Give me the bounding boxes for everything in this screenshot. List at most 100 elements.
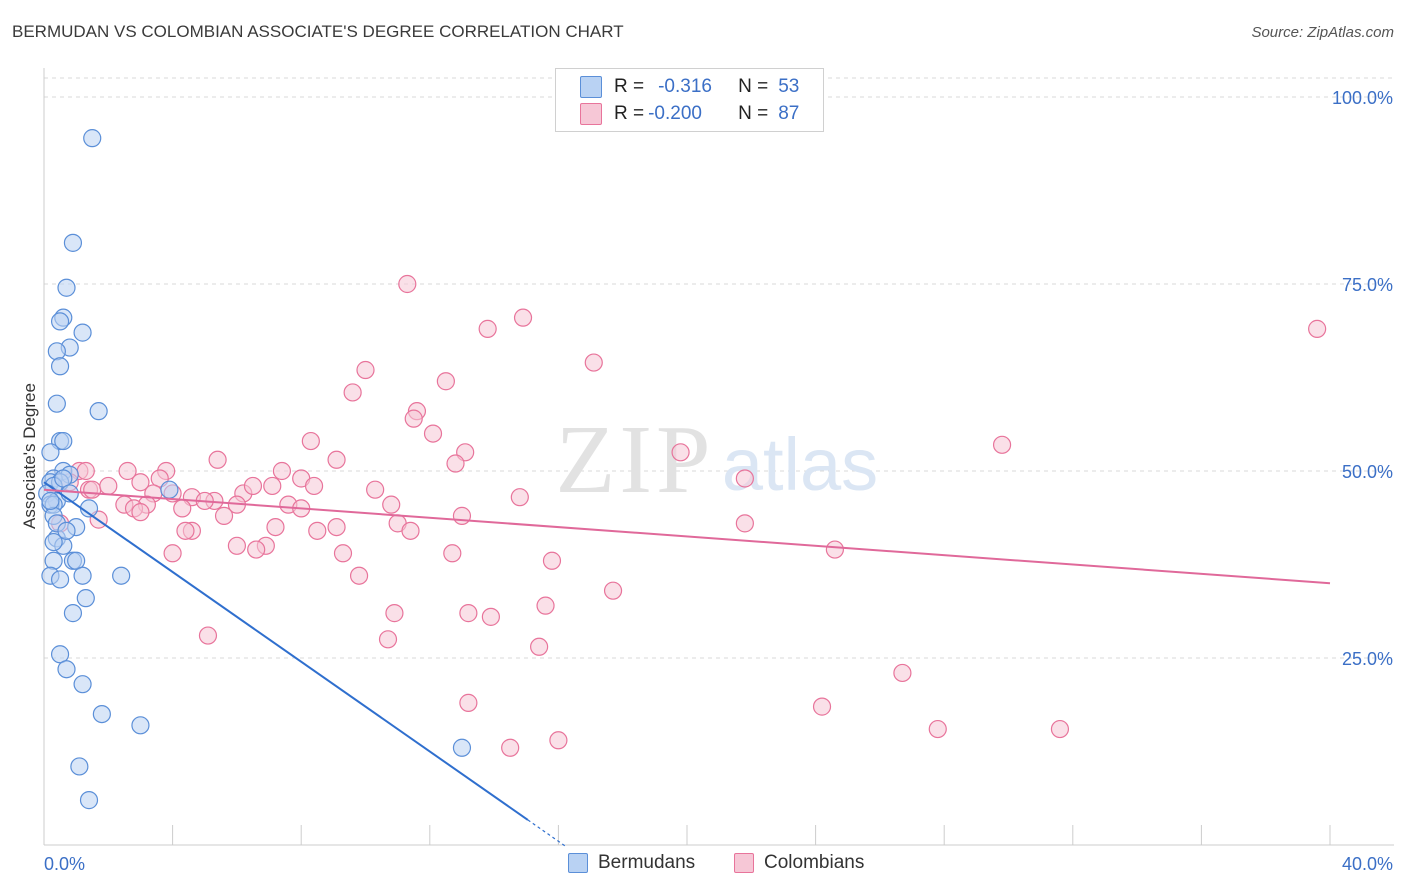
colombian-point: [176, 521, 195, 540]
bermudan-point: [73, 566, 92, 585]
bermudan-point: [67, 551, 86, 570]
bermudan-point: [63, 604, 83, 623]
chart-title: BERMUDAN VS COLOMBIAN ASSOCIATE'S DEGREE…: [12, 22, 624, 41]
y-tick-label: 100.0%: [1332, 88, 1393, 108]
colombian-point: [584, 353, 603, 372]
bermudan-point: [50, 357, 70, 376]
correlation-legend: R = -0.316 N = 53 R = -0.200 N = 87: [555, 68, 824, 132]
legend-swatch-pink: [734, 853, 754, 873]
legend-swatch-blue: [580, 76, 602, 98]
grid-lines: [44, 77, 1394, 659]
bermudan-point: [50, 570, 70, 589]
bermudan-point: [47, 394, 66, 413]
bermudan-point: [76, 589, 95, 608]
colombian-point: [131, 473, 150, 492]
bermudan-point: [73, 675, 92, 694]
legend-label-colombians: Colombians: [764, 852, 865, 873]
colombian-point: [735, 514, 754, 533]
colombian-point: [446, 454, 465, 473]
colombian-point: [83, 480, 102, 499]
legend-r-value: -0.316: [658, 76, 712, 97]
colombian-point: [272, 461, 292, 481]
colombian-point: [452, 506, 472, 525]
colombian-point: [99, 476, 118, 496]
trend-lines: [43, 481, 1331, 847]
bermudan-point: [54, 469, 73, 488]
colombian-point: [1050, 719, 1070, 739]
bermudan-point: [50, 645, 70, 664]
colombian-point: [398, 274, 417, 294]
colombian-point: [542, 551, 562, 570]
legend-swatch-blue: [568, 853, 588, 873]
legend-item-bermudans[interactable]: Bermudans: [568, 852, 695, 874]
bermudan-point: [57, 521, 76, 540]
series-legend: Bermudans Colombians: [0, 852, 1406, 876]
bermudan-point: [131, 716, 150, 735]
colombian-point: [247, 540, 266, 559]
bermudan-trend-line: [43, 481, 529, 821]
colombian-point: [735, 469, 754, 488]
colombian-point: [401, 521, 420, 540]
colombian-point: [536, 596, 555, 615]
colombian-point: [356, 360, 375, 380]
x-tick-label: 0.0%: [44, 854, 85, 874]
bermudan-trend-extension: [527, 819, 566, 847]
bermudan-point: [73, 323, 92, 342]
bermudan-point: [54, 431, 73, 451]
watermark-atlas: atlas: [722, 423, 878, 506]
colombian-point: [214, 506, 234, 525]
bermudan-point: [89, 402, 108, 421]
colombian-point: [198, 626, 218, 645]
bermudan-point: [452, 738, 472, 757]
colombian-point: [263, 476, 282, 496]
colombian-point: [530, 637, 549, 656]
source-label: Source: ZipAtlas.com: [1251, 24, 1394, 41]
colombian-point: [549, 731, 568, 750]
colombian-point: [478, 319, 497, 338]
colombians-points: [50, 274, 1327, 757]
bermudan-point: [160, 480, 179, 499]
legend-n-label: N =: [738, 76, 769, 97]
colombian-point: [671, 443, 690, 462]
colombian-point: [404, 409, 423, 428]
colombian-point: [382, 495, 401, 514]
colombian-point: [459, 604, 478, 623]
axes: [43, 68, 1394, 846]
colombian-point: [208, 450, 227, 469]
colombian-point: [812, 697, 832, 716]
bermudan-point: [47, 342, 66, 361]
colombian-point: [327, 450, 346, 469]
watermark: ZIP atlas: [556, 406, 879, 514]
colombian-point: [266, 517, 285, 537]
colombian-point: [893, 663, 912, 683]
colombian-point: [343, 383, 362, 402]
bermudan-point: [79, 791, 99, 810]
legend-n-label: N =: [738, 103, 769, 124]
legend-item-colombians[interactable]: Colombians: [734, 852, 864, 874]
y-axis-label: Associate's Degree: [20, 383, 39, 529]
legend-swatch-pink: [580, 103, 602, 125]
y-tick-label: 50.0%: [1342, 462, 1393, 482]
bermudan-point: [41, 491, 60, 511]
colombian-point: [366, 480, 385, 499]
colombian-point: [513, 308, 533, 327]
bermudan-point: [57, 660, 76, 679]
colombian-point: [131, 503, 150, 522]
bermudan-point: [112, 566, 131, 585]
bermudan-point: [44, 532, 63, 552]
colombian-point: [501, 738, 520, 757]
bermudan-point: [63, 233, 83, 252]
legend-r-label: R =: [614, 103, 645, 124]
legend-r-value: -0.200: [648, 103, 702, 124]
legend-row-colombians: R = -0.200 N = 87: [580, 101, 799, 127]
colombian-point: [304, 476, 324, 496]
bermudan-point: [83, 129, 102, 148]
bermudans-points: [38, 129, 472, 810]
legend-n-value: 53: [778, 76, 800, 97]
colombian-point: [327, 517, 346, 537]
x-tick-label: 40.0%: [1342, 854, 1393, 874]
colombian-point: [481, 607, 500, 626]
legend-row-bermudans: R = -0.316 N = 53: [580, 74, 799, 100]
tick-labels: 100.0% 75.0% 50.0% 25.0% 0.0% 40.0%: [44, 88, 1393, 874]
